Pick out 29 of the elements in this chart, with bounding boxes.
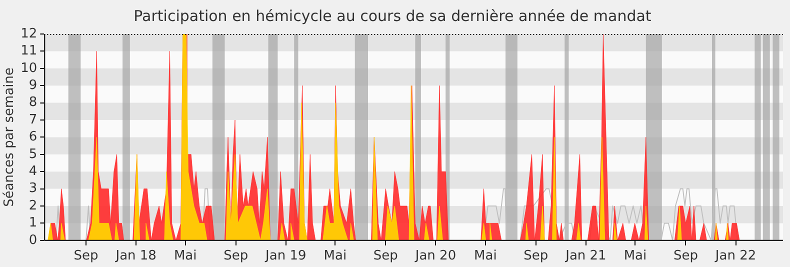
x-tick-label: Mai (174, 248, 197, 264)
x-tick-label: Sep (673, 248, 698, 264)
y-tick-label: 3 (28, 181, 38, 196)
chart-title: Participation en hémicycle au cours de sa dernière année de mandat (134, 6, 652, 25)
y-axis-title: Séances par semaine (2, 67, 18, 207)
y-tick-label: 8 (28, 95, 38, 110)
y-tick-label: 7 (28, 112, 38, 128)
x-tick-label: Sep (224, 248, 248, 264)
x-tick-label: Sep (524, 248, 548, 264)
x-tick-label: Jan 22 (714, 248, 756, 264)
y-tick-label: 5 (28, 146, 38, 162)
x-tick-label: Mai (474, 248, 497, 264)
y-tick-label: 1 (28, 216, 38, 231)
x-tick-label: Jan 19 (264, 248, 306, 264)
y-tick-label: 11 (20, 44, 38, 59)
y-tick-label: 10 (20, 60, 38, 76)
x-tick-label: Mai (624, 248, 647, 264)
y-tick-label: 0 (28, 232, 38, 248)
x-tick-label: Mai (324, 248, 347, 264)
y-tick-label: 2 (28, 198, 38, 214)
x-tick-label: Jan 20 (414, 248, 456, 264)
x-tick-label: Sep (373, 248, 398, 264)
y-tick-label: 9 (28, 78, 38, 93)
y-tick-label: 6 (28, 130, 38, 145)
y-tick-label: 12 (20, 26, 38, 42)
y-tick-label: 4 (28, 164, 38, 179)
x-tick-label: Jan 18 (114, 248, 156, 264)
x-tick-label: Sep (74, 248, 98, 264)
x-tick-label: Jan 21 (564, 248, 606, 264)
